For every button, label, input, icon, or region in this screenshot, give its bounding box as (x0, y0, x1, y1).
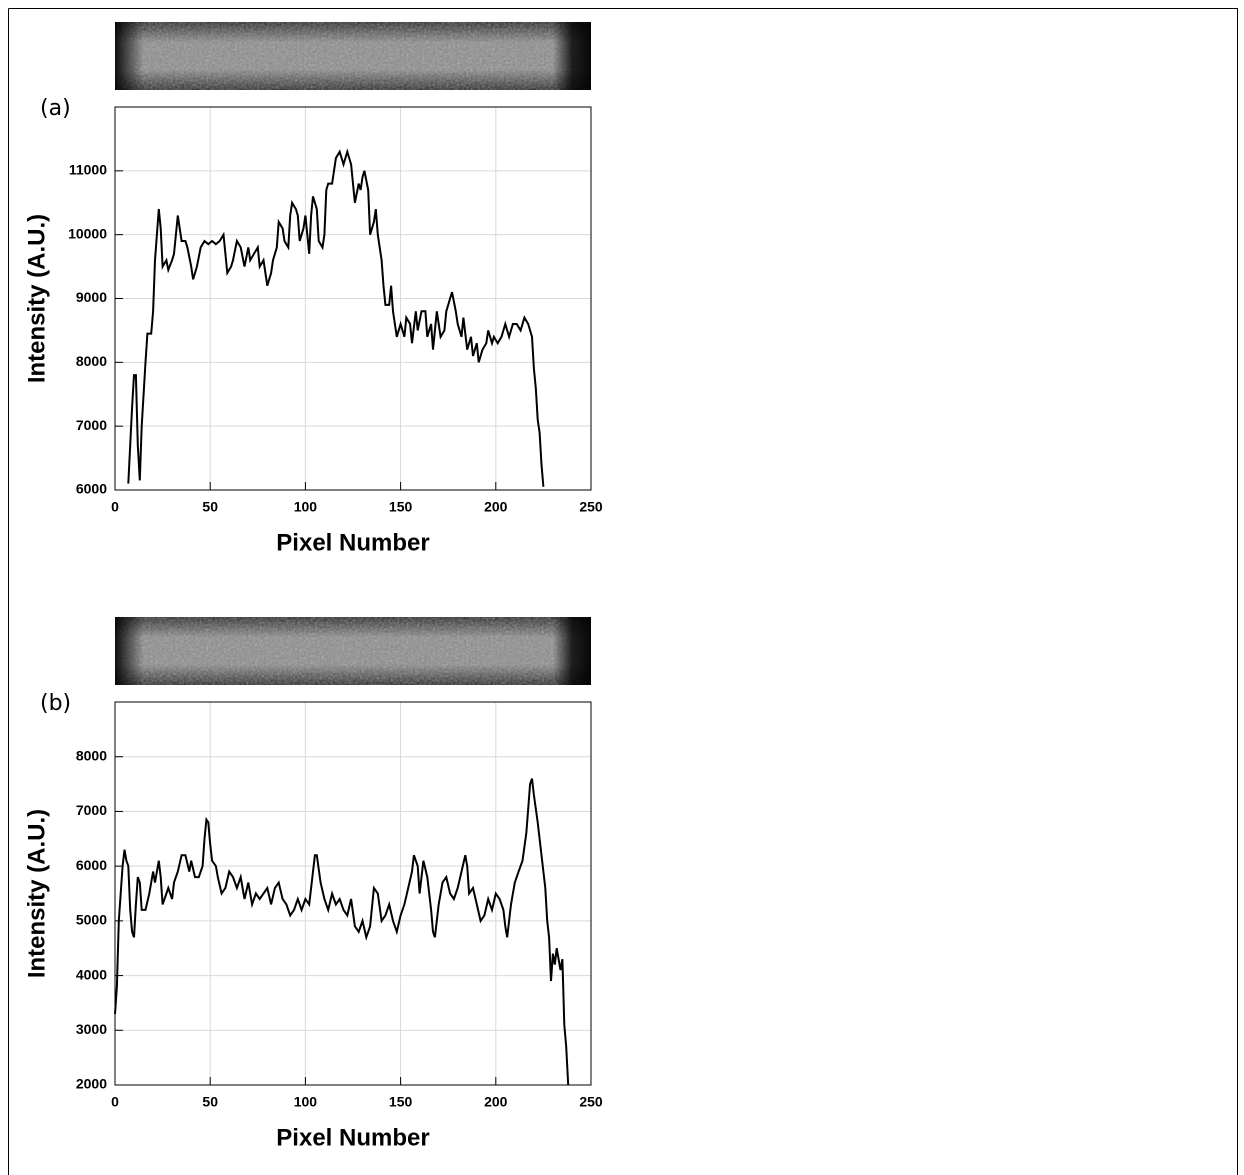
x-tick-label: 250 (579, 1094, 603, 1110)
x-axis-label: Pixel Number (276, 1124, 429, 1151)
y-tick-label: 10000 (68, 225, 107, 241)
x-axis-label: Pixel Number (276, 529, 429, 556)
x-tick-label: 200 (484, 1094, 508, 1110)
x-tick-label: 50 (202, 499, 218, 515)
x-tick-label: 150 (389, 499, 413, 515)
y-tick-label: 5000 (76, 912, 107, 928)
y-tick-label: 8000 (76, 747, 107, 763)
x-tick-label: 100 (294, 1094, 318, 1110)
data-line (115, 779, 568, 1085)
y-tick-label: 2000 (76, 1076, 107, 1092)
page: (a) 6000 7000 8000 9000 10000 11000 0 50 100 150 20… (0, 0, 1244, 1175)
x-tick-label: 0 (111, 1094, 119, 1110)
y-axis-label: Intensity (A.U.) (23, 809, 50, 978)
data-line (128, 152, 543, 487)
strip-edges (115, 22, 591, 90)
y-tick-label: 11000 (69, 162, 107, 178)
y-tick-label: 7000 (76, 802, 107, 818)
figure: (a) 6000 7000 8000 9000 10000 11000 0 50 100 150 20… (0, 0, 1244, 1175)
plot-frame (115, 702, 591, 1085)
y-tick-label: 4000 (76, 966, 107, 982)
y-tick-label: 6000 (76, 481, 107, 497)
x-tick-label: 250 (579, 499, 603, 515)
x-tick-label: 100 (294, 499, 318, 515)
strip-edges (115, 617, 591, 685)
x-tick-label: 50 (202, 1094, 218, 1110)
x-tick-label: 150 (389, 1094, 413, 1110)
y-tick-label: 8000 (76, 353, 107, 369)
panel-label: (b) (40, 691, 71, 716)
y-tick-label: 6000 (76, 857, 107, 873)
y-tick-label: 3000 (76, 1021, 107, 1037)
x-tick-label: 200 (484, 499, 508, 515)
y-axis-label: Intensity (A.U.) (23, 214, 50, 383)
panel-label: (a) (40, 96, 71, 121)
y-tick-label: 9000 (76, 289, 107, 305)
x-tick-label: 0 (111, 499, 119, 515)
y-tick-label: 7000 (76, 417, 107, 433)
